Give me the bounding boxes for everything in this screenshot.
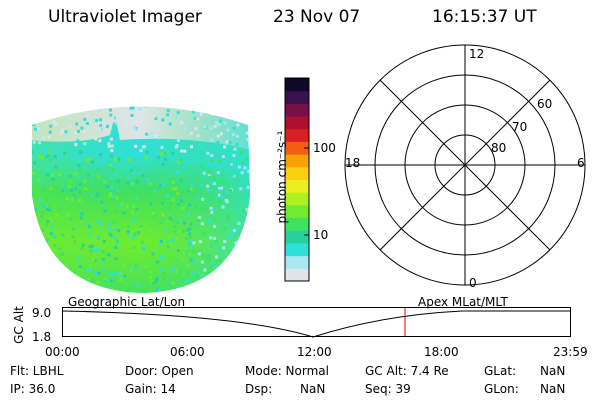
info-dsp-value: NaN [300,382,326,396]
mlt-label-0: 0 [469,276,477,290]
info-mode: Mode: Normal [245,364,329,378]
timeline-ylabel: GC Alt [12,306,26,344]
info-ip: IP: 36.0 [10,382,56,396]
timeline-xtick-0600: 06:00 [170,345,205,359]
mlt-label-12: 12 [469,47,485,61]
date-label: 23 Nov 07 [273,7,361,27]
colorbar-tick-100: 100 [313,141,336,155]
info-dsp-label: Dsp: [245,382,273,396]
info-seq: Seq: 39 [365,382,411,396]
altitude-curve [62,310,570,338]
info-gain: Gain: 14 [125,382,176,396]
colorbar-unit-label: photon cm⁻²s⁻¹ [275,130,289,224]
timeline-right-caption: Apex MLat/MLT [418,295,508,309]
mlt-label-6: 6 [577,156,585,170]
timeline-ytick-top: 9.0 [32,306,52,320]
timeline-xtick-1200: 12:00 [297,345,332,359]
colorbar-tick-10: 10 [313,228,329,242]
timeline-left-caption: Geographic Lat/Lon [68,295,186,309]
info-glon-value: NaN [540,382,566,396]
info-glon-label: GLon: [484,382,519,396]
color-scale-bar [284,77,310,282]
time-label: 16:15:37 UT [432,7,537,27]
info-glat-label: GLat: [484,364,517,378]
info-glat-value: NaN [540,364,566,378]
timeline-xtick-0000: 00:00 [45,345,80,359]
aurora-pixels [32,106,250,293]
info-gc-alt: GC Alt: 7.4 Re [365,364,449,378]
timeline-xtick-2359: 23:59 [553,345,588,359]
timeline-ytick-bottom: 1.8 [32,330,52,344]
instrument-title: Ultraviolet Imager [48,7,202,27]
info-door: Door: Open [125,364,194,378]
altitude-timeline [62,307,571,338]
polar-grid [344,44,586,286]
aurora-image [32,106,250,293]
timeline-xtick-1800: 18:00 [424,345,459,359]
lat-label-80: 80 [491,141,507,155]
lat-label-70: 70 [512,120,528,134]
mlt-label-18: 18 [345,156,361,170]
info-flt: Flt: LBHL [10,364,64,378]
lat-label-60: 60 [537,97,553,111]
